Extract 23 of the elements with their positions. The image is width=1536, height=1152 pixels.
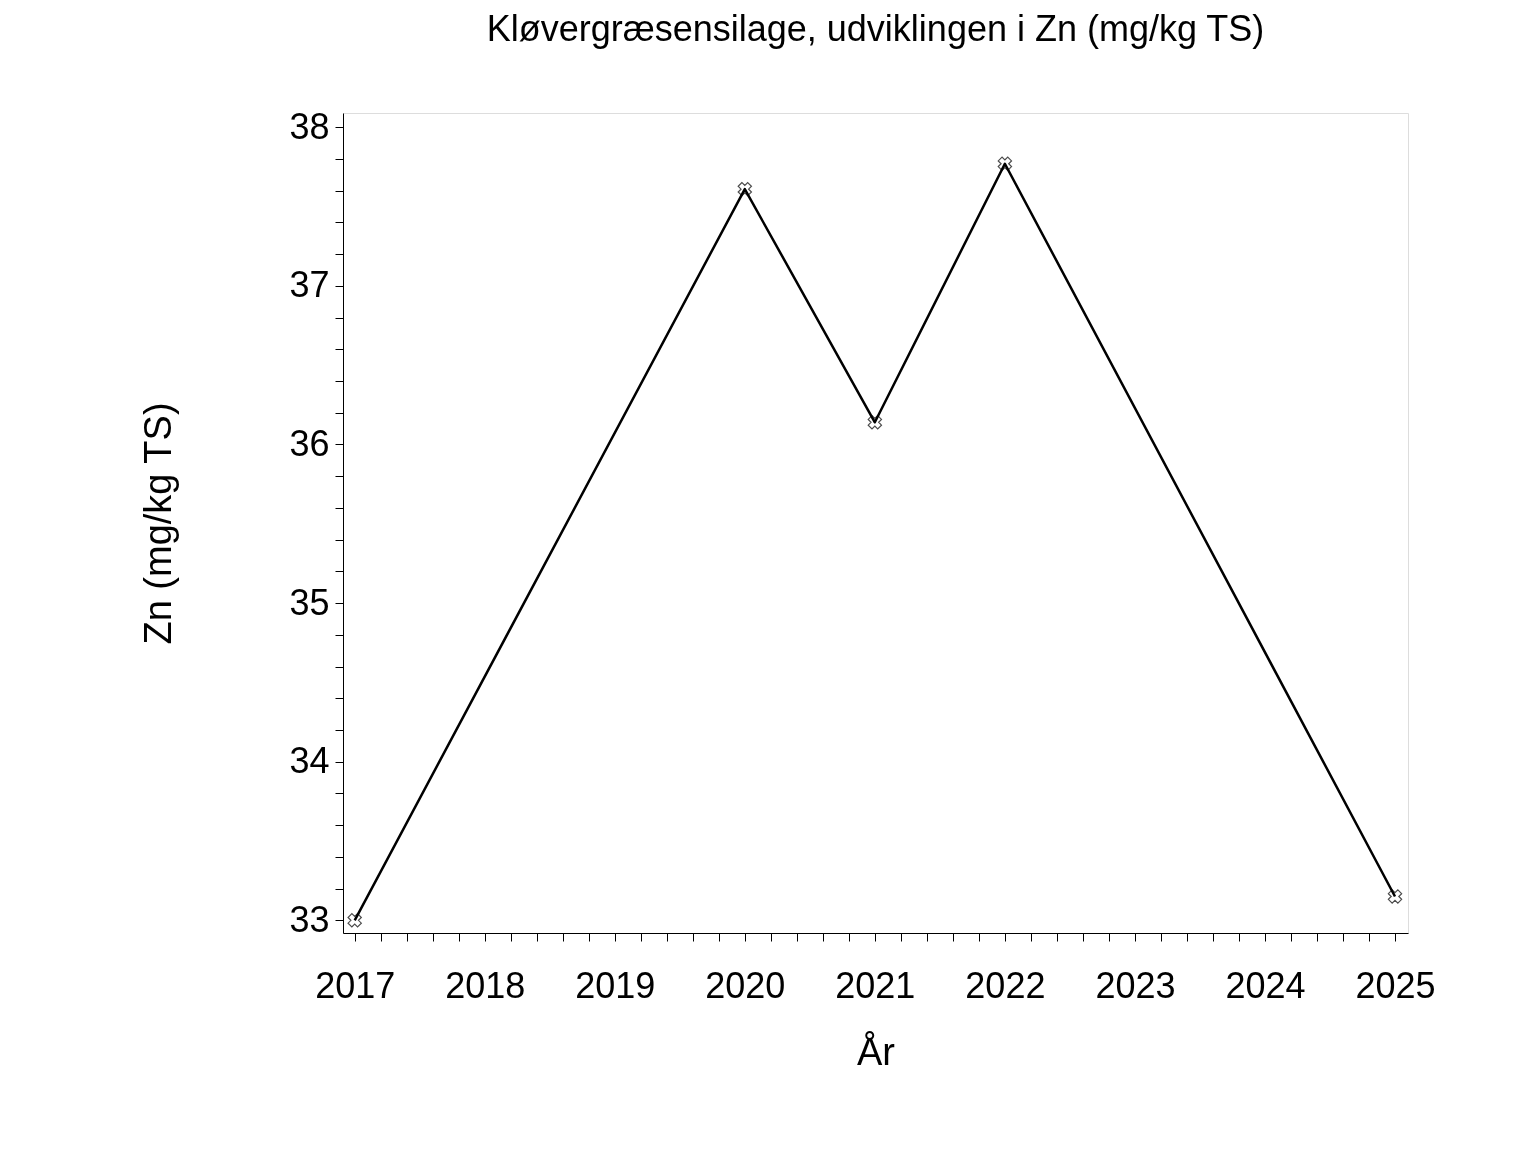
y-tick-label: 36 [289, 422, 330, 464]
point [347, 913, 362, 928]
x-tick-label: 2022 [965, 964, 1046, 1006]
x-tick-label: 2018 [445, 964, 526, 1006]
point [997, 156, 1013, 171]
x-tick-label: 2017 [315, 964, 396, 1006]
x-tick-label: 2019 [575, 964, 656, 1006]
point [737, 181, 753, 197]
x-axis-title: År [857, 1029, 896, 1073]
y-axis-title: Zn (mg/kg TS) [137, 402, 180, 645]
point [1387, 889, 1403, 904]
chart-title: Kløvergræsensilage, udviklingen i Zn (mg/kg TS) [486, 8, 1265, 50]
x-tick-label: 2021 [835, 964, 916, 1006]
y-tick-label: 37 [289, 264, 330, 306]
x-tick-label: 2023 [1095, 964, 1176, 1006]
y-tick-label: 33 [289, 898, 330, 940]
x-tick-label: 2020 [705, 964, 786, 1006]
x-tick-label: 2025 [1355, 964, 1436, 1006]
x-tick-label: 2024 [1225, 964, 1306, 1006]
y-tick-label: 35 [289, 581, 330, 623]
y-tick-label: 38 [289, 105, 330, 147]
y-tick-label: 34 [289, 740, 330, 782]
point [867, 415, 883, 430]
